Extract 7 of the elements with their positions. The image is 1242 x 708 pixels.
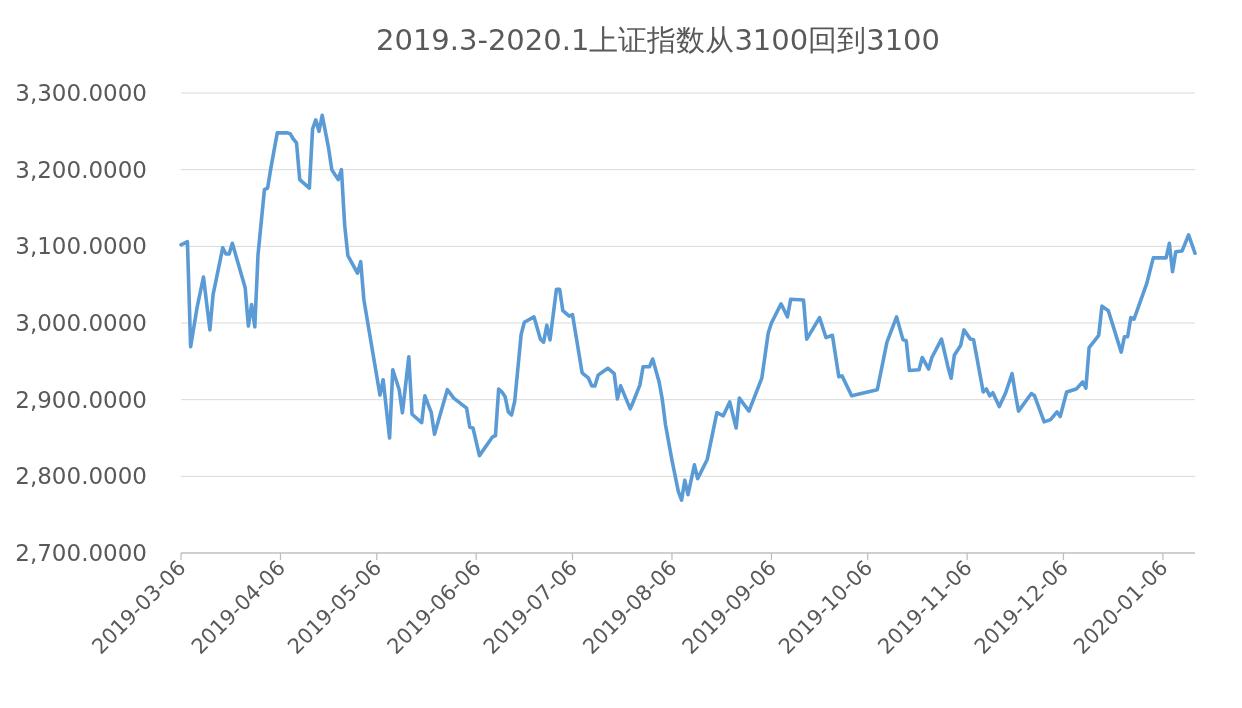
y-tick-label: 2,900.0000 (15, 386, 147, 413)
chart-title: 2019.3-2020.1上证指数从3100回到3100 (375, 23, 941, 57)
y-tick-label: 3,300.0000 (15, 80, 147, 106)
y-tick-label: 2,800.0000 (15, 463, 147, 490)
y-tick-label: 3,000.0000 (15, 310, 147, 336)
y-tick-label: 3,200.0000 (15, 156, 147, 183)
y-tick-label: 3,100.0000 (15, 233, 147, 260)
